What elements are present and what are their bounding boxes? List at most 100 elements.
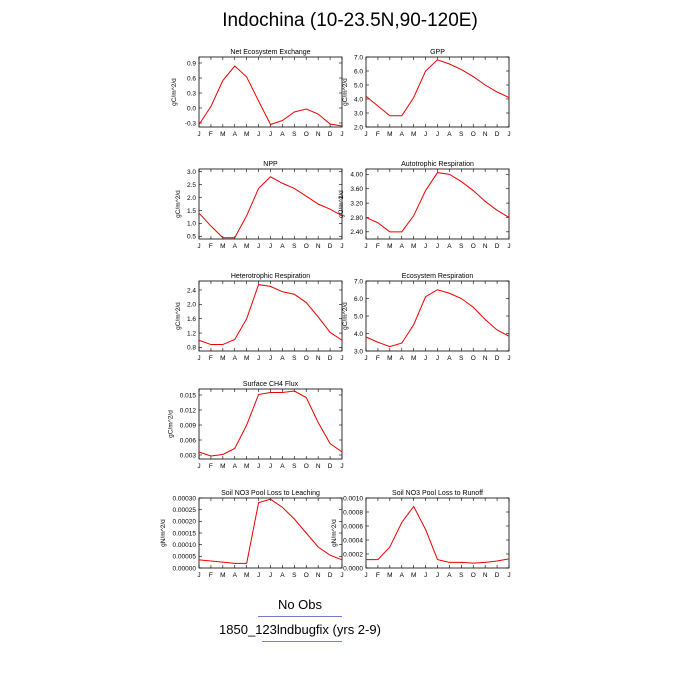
panel-3-title: Autotrophic Respiration (401, 161, 474, 168)
panel-6-ylabel: gC/m^2/d (168, 410, 175, 438)
panel-4-ytick-label: 2.0 (187, 302, 196, 309)
panel-0-xtick-label: D (328, 131, 333, 138)
panel-9-xtick-label: J (507, 572, 510, 579)
panel-9-ytick-label: 0.0006 (343, 523, 363, 530)
panel-1-ytick-label: 4.0 (354, 96, 363, 103)
panel-0-xtick-label: F (209, 131, 213, 138)
panel-4-xtick-label: O (304, 355, 309, 362)
panel-3-xtick-label: A (400, 243, 405, 250)
panel-4-xtick-label: M (244, 355, 249, 362)
panel-8-xtick-label: J (269, 572, 272, 579)
panel-9-ytick-label: 0.0010 (343, 495, 363, 502)
panel-1-ytick-label: 2.0 (354, 124, 363, 131)
figure-title: Indochina (10-23.5N,90-120E) (222, 10, 478, 31)
panel-2-ytick-label: 1.0 (187, 221, 196, 228)
panel-3-xtick-label: S (459, 243, 464, 250)
panel-1-ytick-label: 3.0 (354, 110, 363, 117)
panel-3-ylabel: gC/m^2/d (338, 190, 345, 218)
panel-1-xtick-label: F (376, 131, 380, 138)
panel-2-xtick-label: J (269, 243, 272, 250)
panel-9-xtick-label: F (376, 572, 380, 579)
panel-6-ytick-label: 0.009 (180, 422, 197, 429)
panel-9-xtick-label: S (459, 572, 464, 579)
panel-0-xtick-label: O (304, 131, 309, 138)
panel-9-ylabel: gN/m^2/d (331, 519, 338, 547)
panel-9-xtick-label: M (387, 572, 392, 579)
panel-5-series-line (365, 289, 510, 348)
panel-4-xtick-label: N (316, 355, 321, 362)
panel-6-xtick-label: D (328, 463, 333, 470)
panel-2-ytick-label: 1.5 (187, 208, 196, 215)
panel-5-xtick-label: J (364, 355, 367, 362)
panel-0-ytick-label: 0.9 (187, 60, 196, 67)
panel-1-xtick-label: J (364, 131, 367, 138)
panel-5-ytick-label: 5.0 (354, 313, 363, 320)
panel-4-xtick-label: J (257, 355, 260, 362)
panel-5-xtick-label: J (507, 355, 510, 362)
panel-4-xtick-label: A (233, 355, 238, 362)
panel-9-ytick-label: 0.0004 (343, 537, 363, 544)
panel-2-xtick-label: M (220, 243, 225, 250)
panel-6-title: Surface CH4 Flux (243, 381, 299, 388)
panel-6-xtick-label: A (233, 463, 238, 470)
panel-3-xtick-label: M (411, 243, 416, 250)
panel-4-xtick-label: F (209, 355, 213, 362)
panel-5-ytick-label: 7.0 (354, 278, 363, 285)
panel-3-ytick-label: 2.40 (350, 229, 363, 236)
panel-4-xtick-label: J (197, 355, 200, 362)
panel-5-xtick-label: J (436, 355, 439, 362)
panel-2-ylabel: gC/m^2/d (175, 190, 182, 218)
panel-2-xtick-label: A (233, 243, 238, 250)
panel-3-xtick-label: A (447, 243, 452, 250)
panel-0-xtick-label: S (292, 131, 297, 138)
panel-8-xtick-label: J (197, 572, 200, 579)
panel-6-xtick-label: O (304, 463, 309, 470)
panel-5-xtick-label: J (424, 355, 427, 362)
panel-2-xtick-label: A (280, 243, 285, 250)
panel-2-xtick-label: J (257, 243, 260, 250)
panel-9-xtick-label: A (447, 572, 452, 579)
panel-5-xtick-label: N (483, 355, 488, 362)
panel-6-xtick-label: J (269, 463, 272, 470)
panel-6-xtick-label: S (292, 463, 297, 470)
panel-3-xtick-label: O (471, 243, 476, 250)
panel-8-ytick-label: 0.00005 (173, 554, 197, 561)
panel-3-xtick-label: N (483, 243, 488, 250)
panel-8-xtick-label: D (328, 572, 333, 579)
panel-1-xtick-label: J (507, 131, 510, 138)
panel-8-ylabel: gN/m^2/d (160, 519, 167, 547)
panel-3-ytick-label: 3.20 (350, 200, 363, 207)
panel-9-xtick-label: N (483, 572, 488, 579)
panel-3-ytick-label: 4.00 (350, 172, 363, 179)
legend-model-line (262, 641, 342, 642)
panel-8-xtick-label: J (257, 572, 260, 579)
panel-5-xtick-label: M (387, 355, 392, 362)
panel-2-title: NPP (263, 161, 278, 168)
panel-4-ytick-label: 2.4 (187, 287, 196, 294)
panel-9-series-line (366, 505, 510, 564)
panel-6-series-line (198, 390, 343, 457)
panel-6-xtick-label: J (340, 463, 343, 470)
panel-0-xtick-label: N (316, 131, 321, 138)
panel-6-ytick-label: 0.006 (180, 437, 197, 444)
panel-5-title: Ecosystem Respiration (402, 273, 474, 280)
panel-6-ytick-label: 0.012 (180, 407, 197, 414)
panel-1-ylabel: gC/m^2/d (342, 78, 349, 106)
panel-5-xtick-label: A (447, 355, 452, 362)
panel-1-xtick-label: J (436, 131, 439, 138)
panel-0-ytick-label: 0.0 (187, 105, 196, 112)
panel-6-xtick-label: J (197, 463, 200, 470)
panel-9-xtick-label: O (471, 572, 476, 579)
panel-8-ytick-label: 0.00000 (173, 565, 197, 572)
panel-0-series-line (198, 65, 343, 127)
panel-0-ytick-label: 0.3 (187, 90, 196, 97)
panel-1-frame (365, 56, 510, 128)
panel-2-ytick-label: 0.5 (187, 234, 196, 241)
panel-0-ytick-label: 0.6 (187, 75, 196, 82)
panel-0-xtick-label: J (340, 131, 343, 138)
panel-2-ytick-label: 2.5 (187, 182, 196, 189)
panel-0-xtick-label: A (233, 131, 238, 138)
panel-5-xtick-label: S (459, 355, 464, 362)
